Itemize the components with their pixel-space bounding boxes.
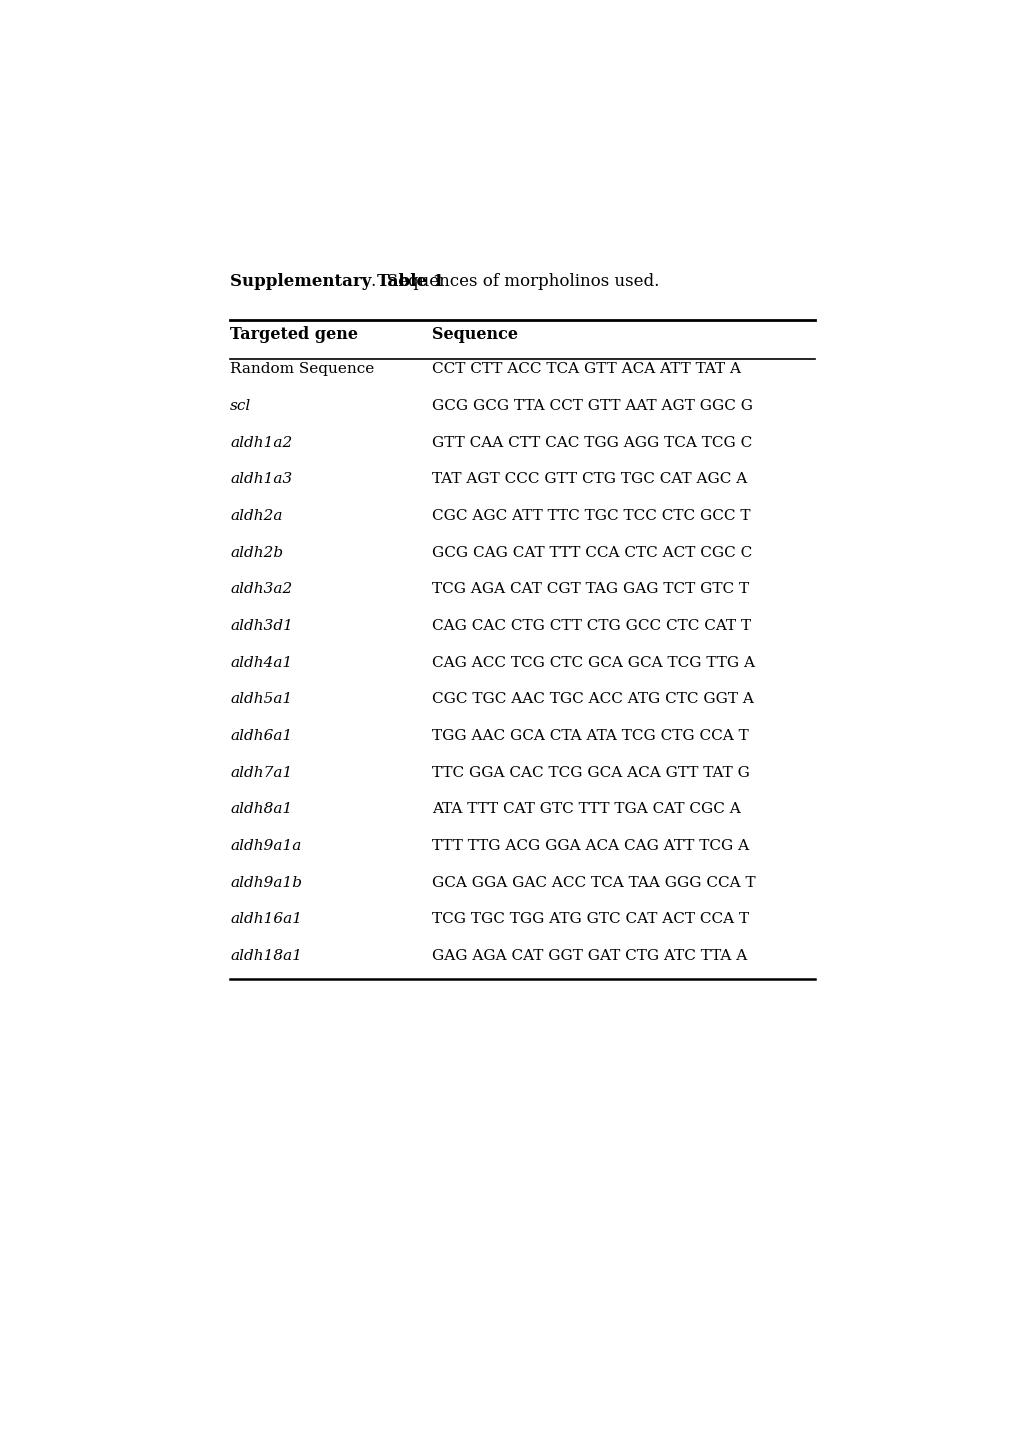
- Text: aldh18a1: aldh18a1: [230, 949, 302, 962]
- Text: TGG AAC GCA CTA ATA TCG CTG CCA T: TGG AAC GCA CTA ATA TCG CTG CCA T: [431, 729, 748, 743]
- Text: aldh3a2: aldh3a2: [230, 583, 292, 596]
- Text: Random Sequence: Random Sequence: [230, 362, 374, 377]
- Text: aldh1a3: aldh1a3: [230, 472, 292, 486]
- Text: aldh1a2: aldh1a2: [230, 436, 292, 450]
- Text: GAG AGA CAT GGT GAT CTG ATC TTA A: GAG AGA CAT GGT GAT CTG ATC TTA A: [431, 949, 746, 962]
- Text: aldh7a1: aldh7a1: [230, 766, 292, 779]
- Text: GTT CAA CTT CAC TGG AGG TCA TCG C: GTT CAA CTT CAC TGG AGG TCA TCG C: [431, 436, 751, 450]
- Text: aldh3d1: aldh3d1: [230, 619, 292, 633]
- Text: aldh6a1: aldh6a1: [230, 729, 292, 743]
- Text: GCA GGA GAC ACC TCA TAA GGG CCA T: GCA GGA GAC ACC TCA TAA GGG CCA T: [431, 876, 755, 890]
- Text: Sequence: Sequence: [431, 326, 518, 343]
- Text: TCG AGA CAT CGT TAG GAG TCT GTC T: TCG AGA CAT CGT TAG GAG TCT GTC T: [431, 583, 748, 596]
- Text: GCG GCG TTA CCT GTT AAT AGT GGC G: GCG GCG TTA CCT GTT AAT AGT GGC G: [431, 400, 752, 413]
- Text: TCG TGC TGG ATG GTC CAT ACT CCA T: TCG TGC TGG ATG GTC CAT ACT CCA T: [431, 912, 748, 926]
- Text: aldh9a1b: aldh9a1b: [230, 876, 302, 890]
- Text: aldh5a1: aldh5a1: [230, 693, 292, 707]
- Text: aldh2a: aldh2a: [230, 509, 282, 524]
- Text: scl: scl: [230, 400, 252, 413]
- Text: aldh8a1: aldh8a1: [230, 802, 292, 817]
- Text: aldh4a1: aldh4a1: [230, 655, 292, 670]
- Text: aldh9a1a: aldh9a1a: [230, 840, 302, 853]
- Text: CAG CAC CTG CTT CTG GCC CTC CAT T: CAG CAC CTG CTT CTG GCC CTC CAT T: [431, 619, 750, 633]
- Text: Targeted gene: Targeted gene: [230, 326, 358, 343]
- Text: TTT TTG ACG GGA ACA CAG ATT TCG A: TTT TTG ACG GGA ACA CAG ATT TCG A: [431, 840, 748, 853]
- Text: ATA TTT CAT GTC TTT TGA CAT CGC A: ATA TTT CAT GTC TTT TGA CAT CGC A: [431, 802, 740, 817]
- Text: aldh16a1: aldh16a1: [230, 912, 302, 926]
- Text: .  Sequences of morpholinos used.: . Sequences of morpholinos used.: [371, 273, 658, 290]
- Text: aldh2b: aldh2b: [230, 545, 283, 560]
- Text: GCG CAG CAT TTT CCA CTC ACT CGC C: GCG CAG CAT TTT CCA CTC ACT CGC C: [431, 545, 751, 560]
- Text: TTC GGA CAC TCG GCA ACA GTT TAT G: TTC GGA CAC TCG GCA ACA GTT TAT G: [431, 766, 749, 779]
- Text: TAT AGT CCC GTT CTG TGC CAT AGC A: TAT AGT CCC GTT CTG TGC CAT AGC A: [431, 472, 746, 486]
- Text: CGC AGC ATT TTC TGC TCC CTC GCC T: CGC AGC ATT TTC TGC TCC CTC GCC T: [431, 509, 750, 524]
- Text: CGC TGC AAC TGC ACC ATG CTC GGT A: CGC TGC AAC TGC ACC ATG CTC GGT A: [431, 693, 753, 707]
- Text: CAG ACC TCG CTC GCA GCA TCG TTG A: CAG ACC TCG CTC GCA GCA TCG TTG A: [431, 655, 754, 670]
- Text: Supplementary Table 1: Supplementary Table 1: [230, 273, 444, 290]
- Text: CCT CTT ACC TCA GTT ACA ATT TAT A: CCT CTT ACC TCA GTT ACA ATT TAT A: [431, 362, 740, 377]
